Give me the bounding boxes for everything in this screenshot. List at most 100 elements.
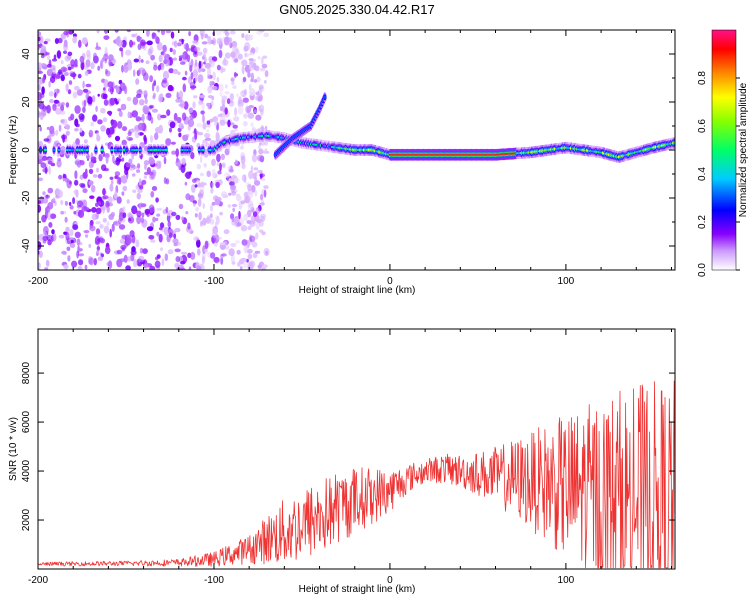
spectrogram-noise-cell <box>128 158 133 164</box>
spectrogram-noise-cell <box>120 244 127 250</box>
spectrogram-noise-cell <box>134 129 140 139</box>
spectrogram-noise-cell <box>208 35 212 45</box>
spectrogram-noise-cell <box>206 215 211 220</box>
spectrogram-noise-cell <box>165 30 172 34</box>
spectrogram-noise-cell <box>79 55 85 64</box>
spectrogram-noise-cell <box>221 253 227 257</box>
spectrogram-noise-cell <box>163 59 168 64</box>
spectrogram-noise-cell <box>61 250 67 255</box>
spectrogram-ridge-cell <box>138 148 142 152</box>
spectrogram-noise-cell <box>57 37 63 44</box>
spectrogram-noise-cell <box>185 42 189 52</box>
spectrogram-xtick-label: 100 <box>558 276 575 287</box>
spectrogram-noise-cell <box>209 80 213 88</box>
spectrogram-noise-cell <box>39 111 44 121</box>
spectrogram-noise-cell <box>45 52 50 56</box>
snr-ytick-label: 6000 <box>21 411 32 434</box>
spectrogram-noise-cell <box>54 38 60 44</box>
spectrogram-ridge-cell <box>100 148 104 152</box>
spectrogram-ridge-cell <box>187 148 192 152</box>
spectrogram-noise-cell <box>194 59 198 67</box>
spectrogram-noise-cell <box>200 110 205 115</box>
colorbar-tick-label: 0.0 <box>697 263 708 277</box>
snr-xtick-label: -200 <box>28 575 48 586</box>
spectrogram-noise-cell <box>106 205 110 213</box>
spectrogram-noise-cell <box>81 37 88 45</box>
spectrogram-noise-cell <box>200 220 203 227</box>
spectrogram-noise-cell <box>107 81 114 88</box>
spectrogram-noise-cell <box>70 113 75 121</box>
spectrogram-noise-cell <box>196 51 203 56</box>
spectrogram-noise-cell <box>121 157 125 162</box>
spectrogram-noise-cell <box>170 141 176 145</box>
colorbar-tick-label: 0.6 <box>697 119 708 133</box>
spectrogram-noise-cell <box>136 35 141 42</box>
spectrogram-noise-cell <box>132 209 138 214</box>
spectrogram-noise-cell <box>82 80 85 89</box>
spectrogram-noise-cell <box>77 73 82 79</box>
spectrogram-noise-cell <box>240 225 248 232</box>
spectrogram-noise-cell <box>260 193 264 201</box>
spectrogram-noise-cell <box>38 84 41 91</box>
spectrogram-noise-cell <box>127 111 131 119</box>
spectrogram-ridge-cell <box>70 148 75 152</box>
spectrogram-noise-cell <box>64 177 69 183</box>
spectrogram-noise-cell <box>157 64 161 71</box>
spectrogram-noise-cell <box>102 117 108 123</box>
spectrogram-noise-cell <box>142 248 148 255</box>
spectrogram-noise-cell <box>58 174 63 180</box>
spectrogram-noise-cell <box>140 203 147 208</box>
spectrogram-noise-cell <box>64 55 71 62</box>
spectrogram-noise-cell <box>215 131 220 140</box>
spectrogram-noise-cell <box>169 232 173 239</box>
spectrogram-noise-cell <box>247 204 254 210</box>
spectrogram-noise-cell <box>200 66 203 72</box>
spectrogram-noise-cell <box>237 99 244 108</box>
spectrogram-noise-cell <box>137 262 143 267</box>
spectrogram-marks <box>38 30 675 270</box>
spectrogram-noise-cell <box>160 30 166 36</box>
spectrogram-noise-cell <box>178 132 182 138</box>
spectrogram-noise-cell <box>83 139 88 144</box>
spectrogram-noise-cell <box>176 91 179 100</box>
spectrogram-noise-cell <box>166 109 171 116</box>
spectrogram-noise-cell <box>77 265 83 270</box>
spectrogram-noise-cell <box>41 86 45 95</box>
spectrogram-noise-cell <box>236 249 241 255</box>
spectrogram-noise-cell <box>260 215 266 222</box>
spectrogram-noise-cell <box>156 85 160 93</box>
spectrogram-noise-cell <box>49 130 55 137</box>
spectrogram-noise-cell <box>73 189 79 195</box>
spectrogram-noise-cell <box>130 128 135 133</box>
spectrogram-noise-cell <box>103 30 109 34</box>
spectrogram-noise-cell <box>56 189 63 198</box>
spectrogram-noise-cell <box>51 58 58 62</box>
spectrogram-noise-cell <box>248 105 254 109</box>
spectrogram-noise-cell <box>96 30 100 34</box>
spectrogram-noise-cell <box>127 256 132 262</box>
spectrogram-noise-cell <box>92 174 98 178</box>
spectrogram-noise-cell <box>83 99 87 108</box>
spectrogram-noise-cell <box>207 95 213 99</box>
spectrogram-noise-cell <box>167 249 174 255</box>
spectrogram-noise-cell <box>264 80 267 84</box>
spectrogram-noise-cell <box>90 62 95 70</box>
spectrogram-noise-cell <box>207 67 212 77</box>
colorbar-tick-label: 0.2 <box>697 215 708 229</box>
spectrogram-noise-cell <box>133 58 139 63</box>
spectrogram-noise-cell <box>104 246 111 255</box>
spectrogram-noise-cell <box>79 182 86 188</box>
spectrogram-noise-cell <box>141 41 148 45</box>
spectrogram-noise-cell <box>64 216 68 223</box>
spectrogram-noise-cell <box>133 259 138 268</box>
spectrogram-noise-cell <box>138 69 141 75</box>
spectrogram-noise-cell <box>258 30 265 33</box>
spectrogram-noise-cell <box>99 238 105 244</box>
spectrogram-noise-cell <box>244 52 248 58</box>
spectrogram-noise-cell <box>106 221 110 227</box>
spectrogram-noise-cell <box>224 30 229 35</box>
spectrogram-noise-cell <box>178 203 184 210</box>
colorbar-tick-label: 0.4 <box>697 167 708 181</box>
spectrogram-noise-cell <box>60 210 65 215</box>
spectrogram-noise-cell <box>249 235 256 243</box>
